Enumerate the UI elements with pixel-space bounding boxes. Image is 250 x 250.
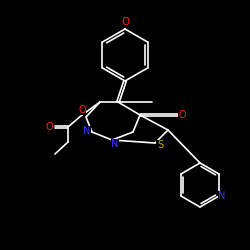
Text: N: N: [218, 191, 226, 201]
Text: O: O: [178, 110, 186, 120]
Text: O: O: [121, 17, 129, 27]
Text: N: N: [111, 139, 119, 149]
Text: O: O: [45, 122, 53, 132]
Text: N: N: [83, 126, 91, 136]
Text: O: O: [78, 105, 86, 115]
Text: S: S: [157, 140, 163, 150]
